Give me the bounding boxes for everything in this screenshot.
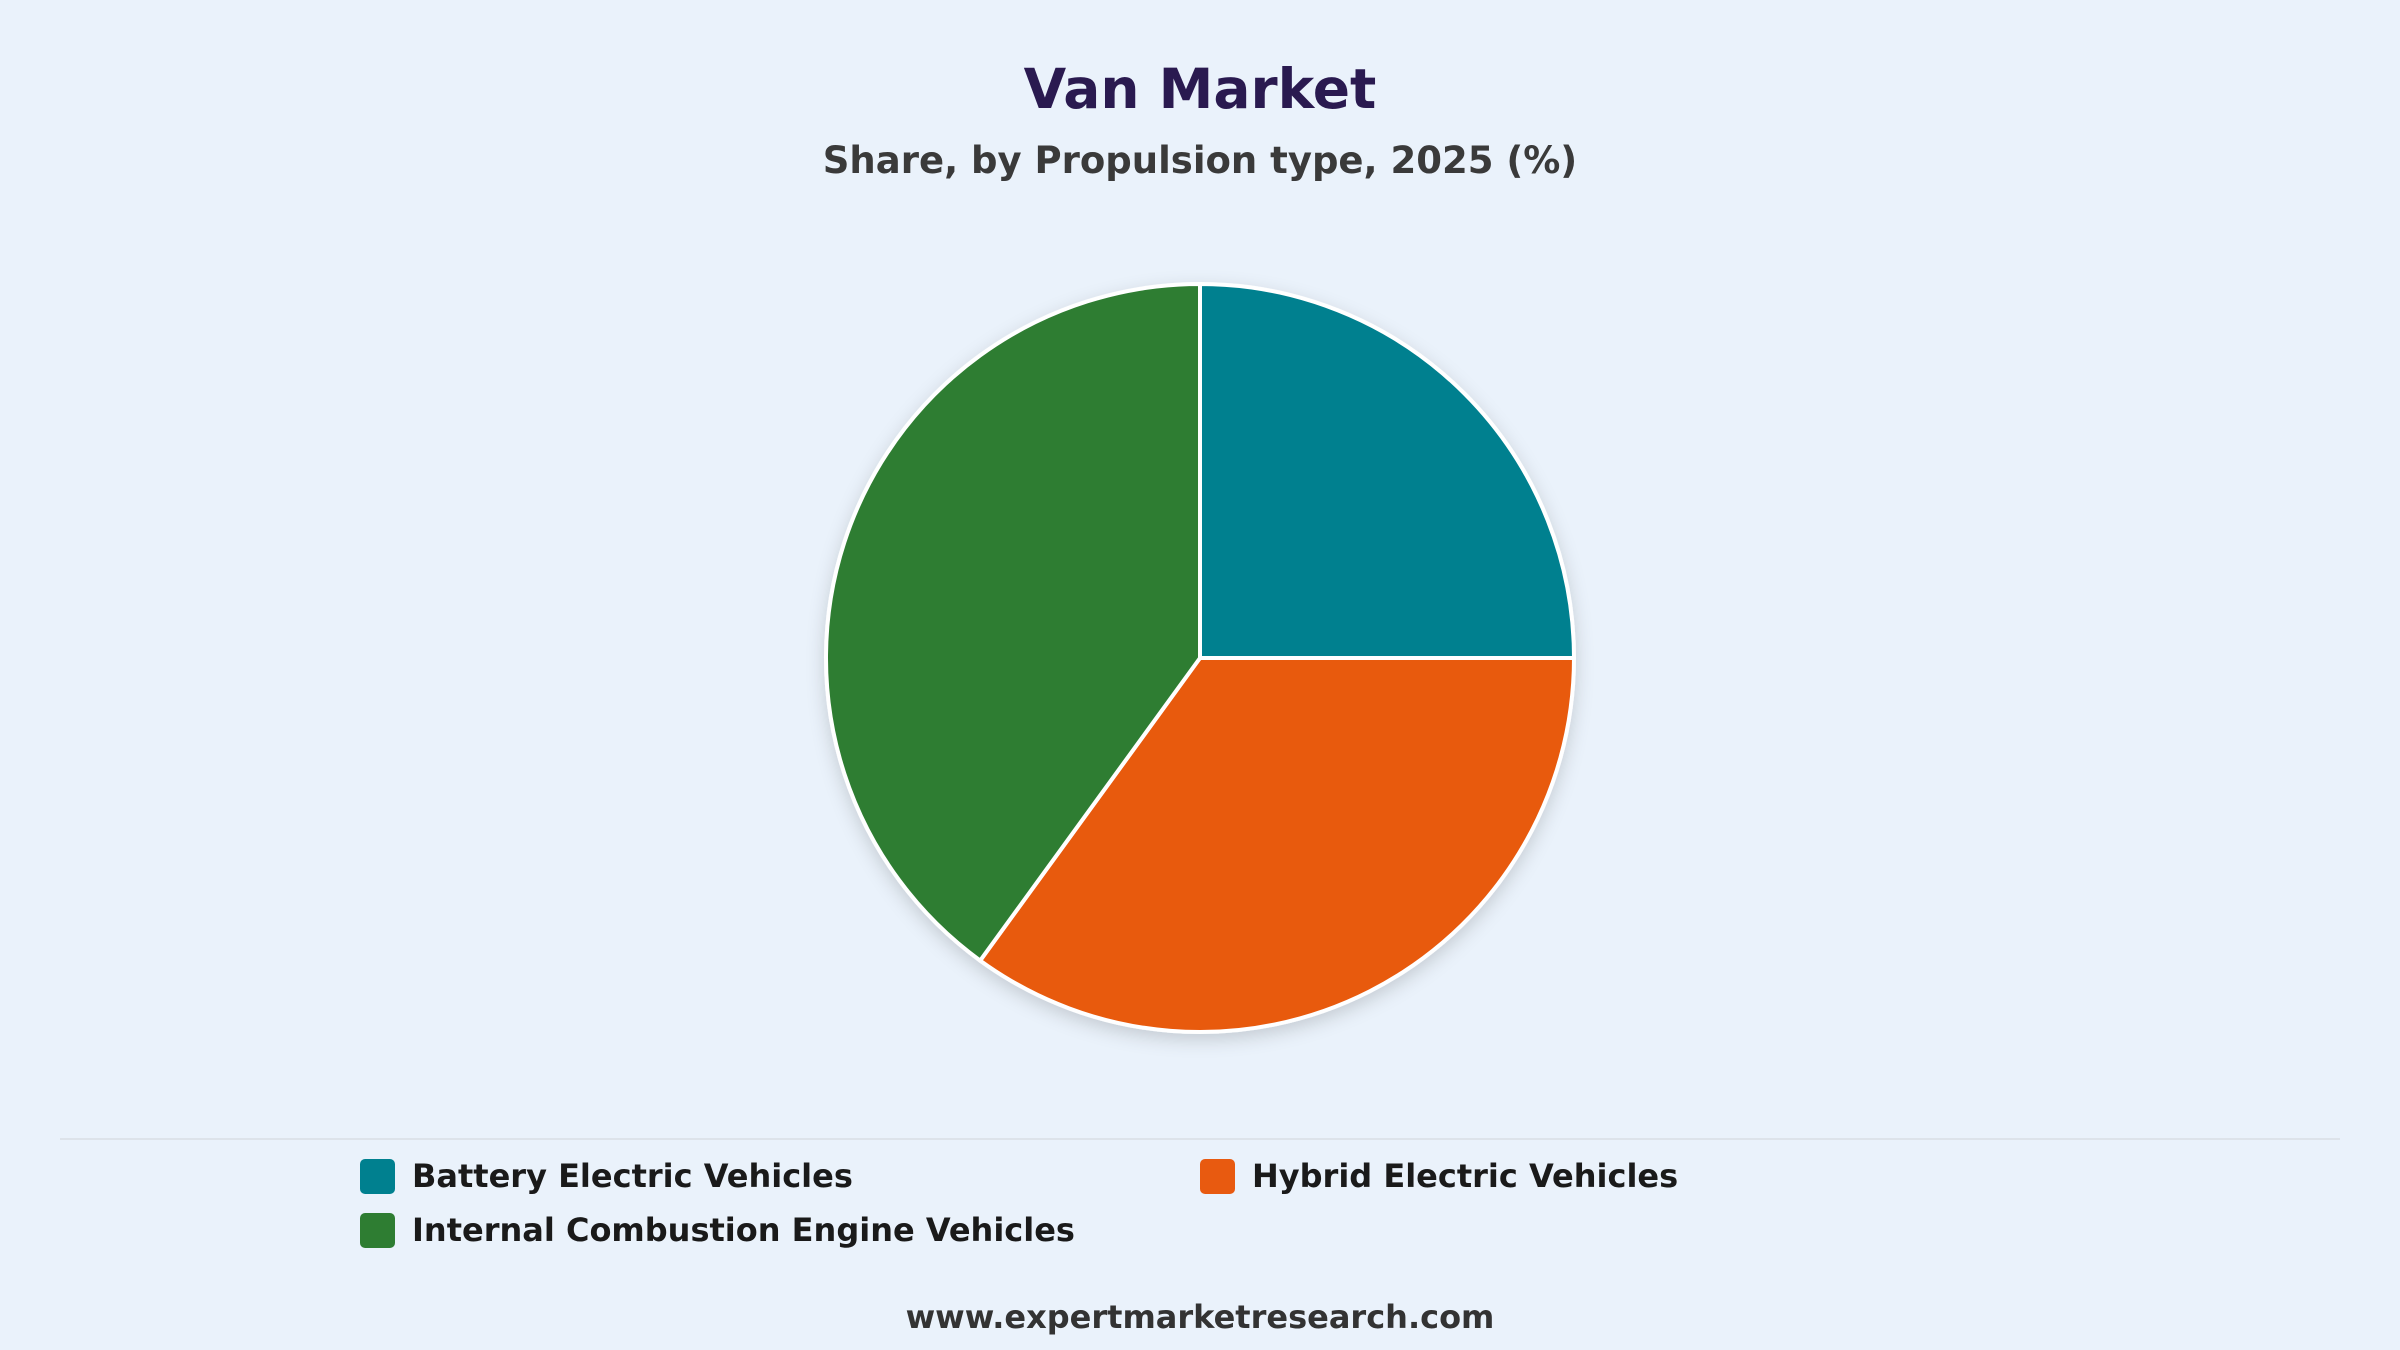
chart-subtitle: Share, by Propulsion type, 2025 (%) [822, 139, 1578, 182]
legend-item-internal-combustion[interactable]: Internal Combustion Engine Vehicles [360, 1211, 1075, 1249]
legend-item-hybrid-electric[interactable]: Hybrid Electric Vehicles [1200, 1157, 1679, 1195]
legend-item-battery-electric[interactable]: Battery Electric Vehicles [360, 1157, 853, 1195]
chart-title: Van Market [1023, 57, 1377, 121]
legend-swatch-hybrid-electric [1200, 1158, 1235, 1194]
legend-swatch-internal-combustion [360, 1212, 395, 1248]
legend-swatch-battery-electric [360, 1158, 395, 1194]
legend-label-internal-combustion: Internal Combustion Engine Vehicles [412, 1211, 1075, 1249]
legend-divider [60, 1138, 2340, 1140]
pie-slice-hybrid-electric[interactable] [978, 656, 1576, 1034]
pie-slice-battery-electric[interactable] [1198, 282, 1576, 660]
legend-label-hybrid-electric: Hybrid Electric Vehicles [1252, 1157, 1679, 1195]
source-url[interactable]: www.expertmarketresearch.com [905, 1298, 1495, 1336]
pie-chart [824, 282, 1576, 1034]
legend-label-battery-electric: Battery Electric Vehicles [412, 1157, 853, 1195]
pie-slice-internal-combustion[interactable] [824, 282, 1202, 963]
